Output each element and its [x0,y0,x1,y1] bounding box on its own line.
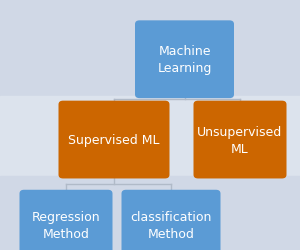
FancyBboxPatch shape [20,190,112,250]
FancyBboxPatch shape [194,101,286,179]
FancyBboxPatch shape [58,101,170,179]
Text: classification
Method: classification Method [130,210,212,240]
Bar [0,0,300,96]
Text: Regression
Method: Regression Method [32,210,100,240]
FancyBboxPatch shape [122,190,220,250]
Text: Unsupervised
ML: Unsupervised ML [197,125,283,155]
Text: Machine
Learning: Machine Learning [157,45,212,75]
FancyBboxPatch shape [135,21,234,99]
Bar [0,176,300,250]
Text: Supervised ML: Supervised ML [68,134,160,146]
Bar [0,96,300,176]
